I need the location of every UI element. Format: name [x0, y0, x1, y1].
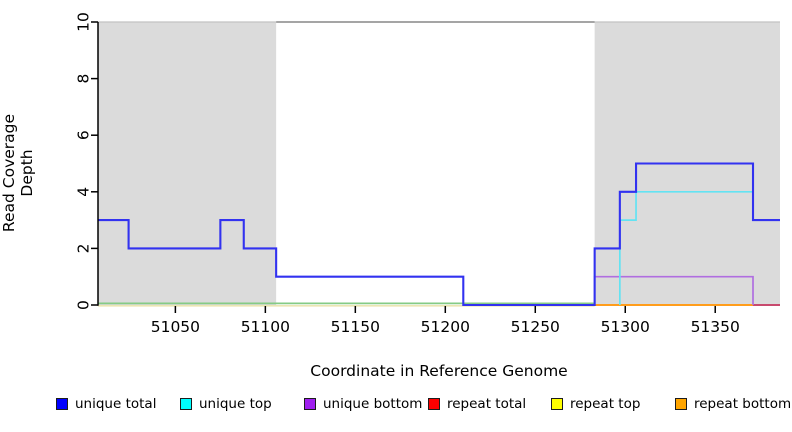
y-tick-label: 8: [75, 74, 93, 84]
chart-legend: unique total unique top unique bottom repea…: [0, 395, 792, 421]
legend-swatch-icon: [551, 398, 563, 410]
legend-label: repeat bottom: [694, 396, 792, 412]
legend-swatch-icon: [428, 398, 440, 410]
legend-item-repeat-total: repeat total: [428, 395, 526, 413]
legend-item-repeat-bottom: repeat bottom: [675, 395, 791, 413]
coverage-chart: 0 2 4 6 8 10 51050 51100 51150 51200 51250 51300 513…: [75, 12, 780, 336]
legend-swatch-icon: [675, 398, 687, 410]
series-line-unique-total: [98, 162, 780, 307]
y-tick-label: 4: [75, 187, 93, 197]
x-tick-label: 51050: [151, 318, 200, 336]
y-tick-label: 10: [75, 12, 93, 32]
legend-swatch-icon: [304, 398, 316, 410]
y-tick-label: 0: [75, 300, 93, 310]
x-tick-label: 51250: [511, 318, 560, 336]
legend-label: repeat top: [570, 396, 641, 412]
legend-label: unique top: [199, 396, 272, 412]
legend-swatch-icon: [56, 398, 68, 410]
legend-item-repeat-top: repeat top: [551, 395, 640, 413]
y-axis-title: Read Coverage Depth: [0, 113, 36, 233]
x-tick-label: 51350: [691, 318, 740, 336]
x-tick-label: 51100: [241, 318, 290, 336]
y-tick-label: 2: [75, 243, 93, 253]
y-tick-label: 6: [75, 130, 93, 140]
x-axis-title: Coordinate in Reference Genome: [310, 362, 568, 380]
legend-label: repeat total: [447, 396, 527, 412]
legend-item-unique-bottom: unique bottom: [304, 395, 422, 413]
x-tick-label: 51150: [331, 318, 380, 336]
x-tick-label: 51200: [421, 318, 470, 336]
legend-item-unique-total: unique total: [56, 395, 156, 413]
legend-item-unique-top: unique top: [180, 395, 272, 413]
legend-label: unique bottom: [323, 396, 423, 412]
repeat-region-left: [98, 22, 277, 305]
legend-swatch-icon: [180, 398, 192, 410]
x-tick-label: 51300: [601, 318, 650, 336]
legend-label: unique total: [75, 396, 157, 412]
